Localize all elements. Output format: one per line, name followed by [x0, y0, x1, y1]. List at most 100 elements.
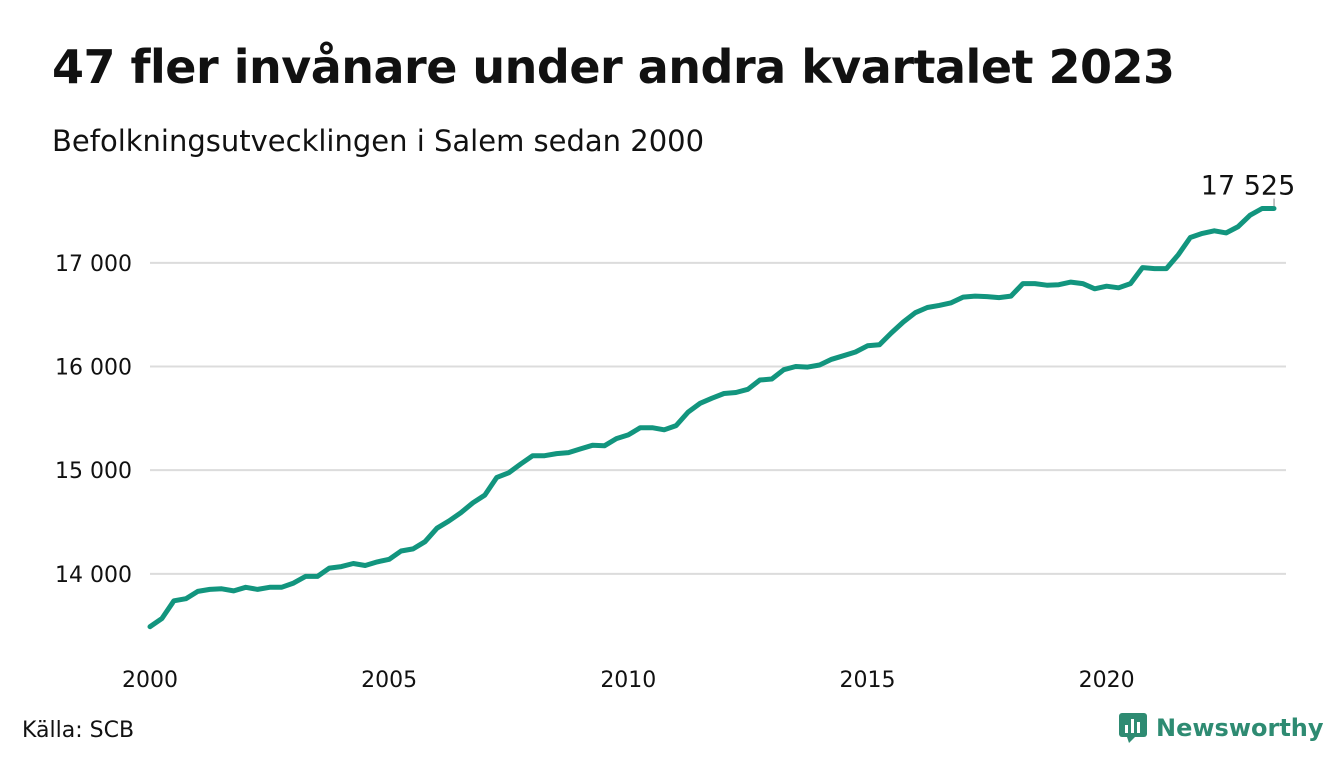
- data-point: [183, 596, 188, 601]
- data-point: [411, 546, 416, 551]
- data-point: [710, 396, 715, 401]
- data-point: [1056, 282, 1061, 287]
- data-point: [1260, 206, 1265, 211]
- data-point: [1200, 231, 1205, 236]
- x-tick-label: 2010: [600, 668, 656, 693]
- brand-name: Newsworthy: [1156, 714, 1324, 742]
- y-tick-label: 14 000: [55, 563, 132, 588]
- data-point: [482, 493, 487, 498]
- data-point: [733, 390, 738, 395]
- data-point: [1020, 281, 1025, 286]
- data-point: [638, 425, 643, 430]
- data-point: [698, 401, 703, 406]
- data-point: [207, 587, 212, 592]
- series-line: [147, 206, 1277, 630]
- data-point: [1212, 228, 1217, 233]
- data-point: [1068, 280, 1073, 285]
- data-point: [997, 295, 1002, 300]
- data-point: [841, 353, 846, 358]
- data-point: [1248, 213, 1253, 218]
- data-point: [602, 443, 607, 448]
- data-point: [243, 585, 248, 590]
- data-point: [399, 549, 404, 554]
- data-point: [148, 624, 153, 629]
- data-point: [470, 500, 475, 505]
- data-point: [1116, 285, 1121, 290]
- source-note: Källa: SCB: [22, 718, 135, 743]
- data-point: [363, 563, 368, 568]
- data-point: [351, 561, 356, 566]
- data-point: [949, 300, 954, 305]
- data-point: [303, 574, 308, 579]
- data-point: [817, 362, 822, 367]
- data-point: [985, 294, 990, 299]
- data-point: [434, 526, 439, 531]
- data-point: [805, 365, 810, 370]
- data-point: [1152, 266, 1157, 271]
- data-point: [231, 588, 236, 593]
- data-point: [614, 436, 619, 441]
- x-tick-label: 2015: [839, 668, 895, 693]
- data-point: [865, 343, 870, 348]
- data-point: [1092, 286, 1097, 291]
- y-tick-label: 17 000: [55, 252, 132, 277]
- data-point: [1140, 265, 1145, 270]
- data-point: [578, 446, 583, 451]
- data-point: [1128, 281, 1133, 286]
- data-point: [279, 585, 284, 590]
- data-point: [494, 475, 499, 480]
- data-point: [853, 350, 858, 355]
- data-point: [626, 432, 631, 437]
- x-tick-label: 2020: [1079, 668, 1135, 693]
- y-axis-labels: 14 000 15 000 16 000 17 000: [55, 252, 132, 588]
- data-point: [1080, 281, 1085, 286]
- data-point: [1188, 235, 1193, 240]
- chart-title: 47 fler invånare under andra kvartalet 2…: [52, 40, 1175, 94]
- data-point: [446, 518, 451, 523]
- data-point: [674, 423, 679, 428]
- data-point: [1032, 281, 1037, 286]
- data-point: [506, 470, 511, 475]
- data-point: [961, 295, 966, 300]
- y-tick-label: 15 000: [55, 459, 132, 484]
- data-point: [255, 587, 260, 592]
- data-point: [590, 443, 595, 448]
- x-tick-label: 2005: [361, 668, 417, 693]
- data-point: [1008, 294, 1013, 299]
- newsworthy-logo-icon: [1119, 713, 1147, 743]
- data-point: [662, 427, 667, 432]
- data-point: [1176, 252, 1181, 257]
- data-point: [1044, 283, 1049, 288]
- data-point: [829, 357, 834, 362]
- data-point: [542, 453, 547, 458]
- data-point: [973, 294, 978, 299]
- data-point: [1104, 284, 1109, 289]
- data-point: [291, 581, 296, 586]
- gridlines: [150, 261, 1286, 575]
- data-point: [195, 589, 200, 594]
- data-point: [315, 574, 320, 579]
- data-point: [171, 598, 176, 603]
- data-point: [793, 364, 798, 369]
- data-point: [889, 330, 894, 335]
- chart-subtitle: Befolkningsutvecklingen i Salem sedan 20…: [52, 124, 705, 158]
- data-point: [423, 539, 428, 544]
- data-point: [757, 378, 762, 383]
- data-point: [339, 564, 344, 569]
- data-point: [745, 387, 750, 392]
- data-point: [721, 391, 726, 396]
- data-point: [518, 461, 523, 466]
- data-point: [1236, 224, 1241, 229]
- data-point: [458, 510, 463, 515]
- x-axis-labels: 2000 2005 2010 2015 2020: [122, 668, 1135, 693]
- data-point: [901, 319, 906, 324]
- data-point: [554, 451, 559, 456]
- brand-logo[interactable]: Newsworthy: [1118, 712, 1324, 744]
- data-point: [1272, 206, 1277, 211]
- data-point: [566, 450, 571, 455]
- data-point: [650, 425, 655, 430]
- data-point: [913, 310, 918, 315]
- data-point: [530, 453, 535, 458]
- data-point: [267, 585, 272, 590]
- data-point: [327, 566, 332, 571]
